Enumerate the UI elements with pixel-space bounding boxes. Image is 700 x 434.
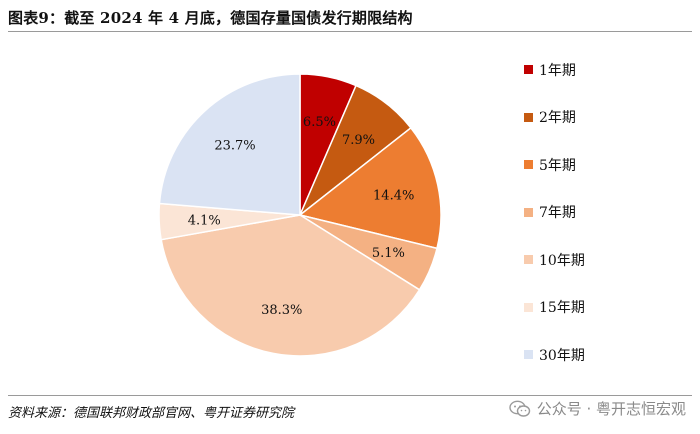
legend-swatch <box>524 112 533 122</box>
data-label-3: 5.1% <box>372 246 405 261</box>
legend-swatch <box>524 65 533 75</box>
legend-swatch <box>524 350 533 360</box>
legend-label: 1年期 <box>539 62 576 79</box>
pie-slices <box>158 73 442 357</box>
chart-title: 图表9：截至 2024 年 4 月底，德国存量国债发行期限结构 <box>8 9 413 27</box>
legend-label: 10年期 <box>539 252 585 269</box>
legend-item-5: 15年期 <box>524 296 585 320</box>
chart-legend: 1年期 2年期 5年期 7年期 10年期 15年期 30年期 <box>524 58 585 391</box>
data-label-4: 38.3% <box>261 303 302 318</box>
data-label-0: 6.5% <box>303 115 336 130</box>
legend-item-3: 7年期 <box>524 201 585 225</box>
legend-item-1: 2年期 <box>524 106 585 130</box>
legend-swatch <box>524 302 533 312</box>
watermark-text: 公众号 · 粤开志恒宏观 <box>536 400 686 418</box>
legend-swatch <box>524 207 533 217</box>
pie-slice-2 <box>298 126 442 250</box>
data-label-1: 7.9% <box>342 133 375 148</box>
data-label-2: 14.4% <box>373 189 414 204</box>
wechat-icon <box>508 400 530 417</box>
legend-item-4: 10年期 <box>524 248 585 272</box>
top-divider <box>8 31 692 32</box>
legend-label: 15年期 <box>539 300 585 317</box>
legend-item-2: 5年期 <box>524 153 585 177</box>
legend-label: 2年期 <box>539 110 576 127</box>
source-note: 资料来源：德国联邦财政部官网、粤开证券研究院 <box>8 406 295 421</box>
legend-label: 5年期 <box>539 157 576 174</box>
data-label-5: 4.1% <box>188 214 221 229</box>
pie-slice-6 <box>158 73 301 216</box>
legend-label: 7年期 <box>539 205 576 222</box>
legend-swatch <box>524 160 533 170</box>
legend-item-6: 30年期 <box>524 343 585 367</box>
pie-slice-4 <box>160 214 421 357</box>
bottom-divider <box>8 395 692 396</box>
pie-data-labels: 6.5% 7.9% 14.4% 5.1% 38.3% 4.1% 23.7% <box>188 115 415 318</box>
legend-item-0: 1年期 <box>524 58 585 82</box>
data-label-6: 23.7% <box>214 138 255 153</box>
watermark: 公众号 · 粤开志恒宏观 <box>508 398 686 419</box>
legend-label: 30年期 <box>539 347 585 364</box>
legend-swatch <box>524 255 533 265</box>
